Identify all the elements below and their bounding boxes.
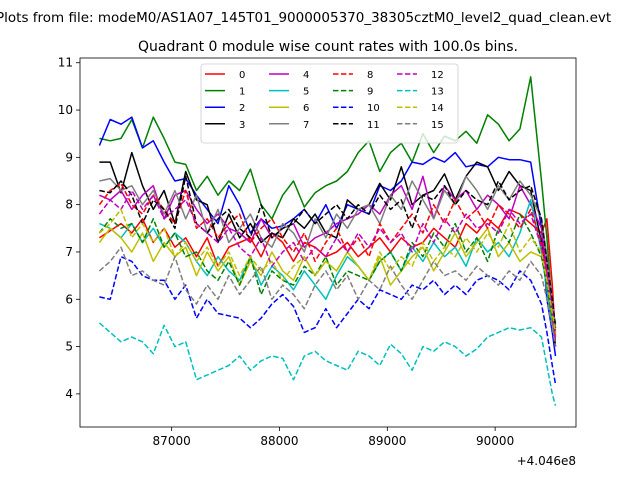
x-tick-label: 87000 (153, 434, 191, 448)
series-line-12 (98, 189, 557, 342)
plot-border (79, 57, 577, 428)
y-tick-label: 10 (58, 103, 73, 117)
legend-label-12: 12 (431, 70, 444, 81)
figure-suptitle: Plots from file: modeM0/AS1A07_145T01_90… (0, 10, 612, 26)
legend-label-15: 15 (431, 120, 444, 131)
x-tick-label: 90000 (476, 434, 514, 448)
legend-box (200, 63, 459, 144)
series-line-4 (99, 175, 557, 328)
series-line-15 (98, 246, 557, 347)
x-tick-label: 89000 (368, 434, 406, 448)
legend-label-8: 8 (367, 70, 373, 81)
y-tick-label: 7 (65, 245, 73, 259)
series-line-10 (99, 255, 557, 385)
series-line-7 (99, 175, 557, 333)
series-layer (98, 76, 557, 406)
y-tick-label: 4 (65, 387, 73, 401)
legend-label-7: 7 (303, 120, 309, 131)
x-tick-label: 88000 (260, 434, 298, 448)
x-offset-label: +4.046e8 (517, 454, 576, 468)
y-tick-label: 8 (65, 198, 73, 212)
legend-label-10: 10 (367, 103, 380, 114)
y-tick-label: 9 (65, 150, 73, 164)
series-line-1 (99, 76, 557, 324)
legend-label-9: 9 (367, 87, 373, 98)
legend-label-2: 2 (239, 103, 245, 114)
series-line-13 (98, 322, 557, 406)
series-line-0 (98, 208, 557, 338)
chart-title: Quadrant 0 module wise count rates with … (138, 39, 518, 55)
y-tick-label: 6 (65, 292, 73, 306)
legend-label-14: 14 (431, 103, 444, 114)
y-tick-label: 11 (58, 56, 73, 70)
legend-label-0: 0 (239, 70, 245, 81)
legend-label-13: 13 (431, 87, 444, 98)
legend-label-11: 11 (367, 120, 380, 131)
legend-label-1: 1 (239, 87, 245, 98)
series-line-11 (99, 175, 557, 328)
y-tick-label: 5 (65, 340, 73, 354)
legend-label-4: 4 (303, 70, 309, 81)
legend-label-6: 6 (303, 103, 309, 114)
legend-label-5: 5 (303, 87, 309, 98)
series-line-14 (98, 208, 557, 333)
series-line-9 (98, 213, 557, 333)
legend-label-3: 3 (239, 120, 245, 131)
